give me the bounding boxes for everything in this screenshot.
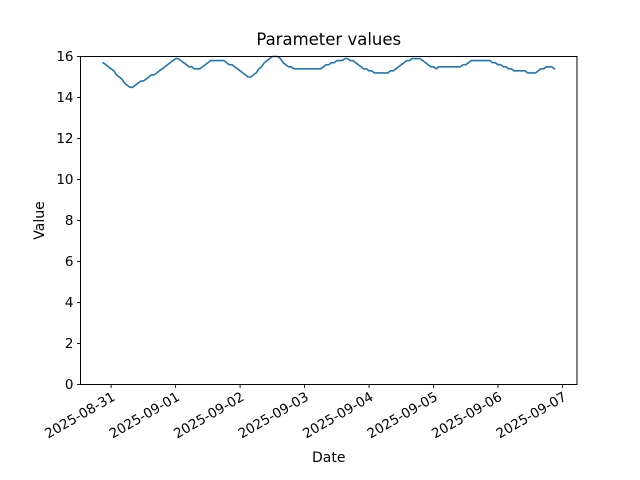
y-tick-label: 12 [56,131,73,147]
x-tick-label: 2025-09-05 [365,389,441,442]
y-tick-label: 10 [56,172,73,188]
y-axis-label: Value [32,201,48,239]
x-tick-label: 2025-09-04 [300,389,376,442]
plot-border [80,56,578,385]
x-tick-label: 2025-09-01 [107,389,183,442]
y-tick-label: 14 [56,90,73,106]
y-tick-label: 2 [65,336,74,352]
y-tick-label: 0 [65,377,74,393]
x-tick-label: 2025-09-02 [171,389,247,442]
y-tick-label: 16 [56,49,73,65]
y-tick-label: 8 [65,213,74,229]
x-axis-label: Date [312,450,345,466]
x-tick-label: 2025-09-07 [494,389,570,442]
x-tick-label: 2025-09-06 [429,389,505,442]
chart-title: Parameter values [256,30,401,49]
x-tick-label: 2025-08-31 [42,389,118,442]
y-tick-label: 6 [65,254,74,270]
series-line [102,55,556,89]
y-tick-label: 4 [65,295,74,311]
x-tick-label: 2025-09-03 [236,389,312,442]
